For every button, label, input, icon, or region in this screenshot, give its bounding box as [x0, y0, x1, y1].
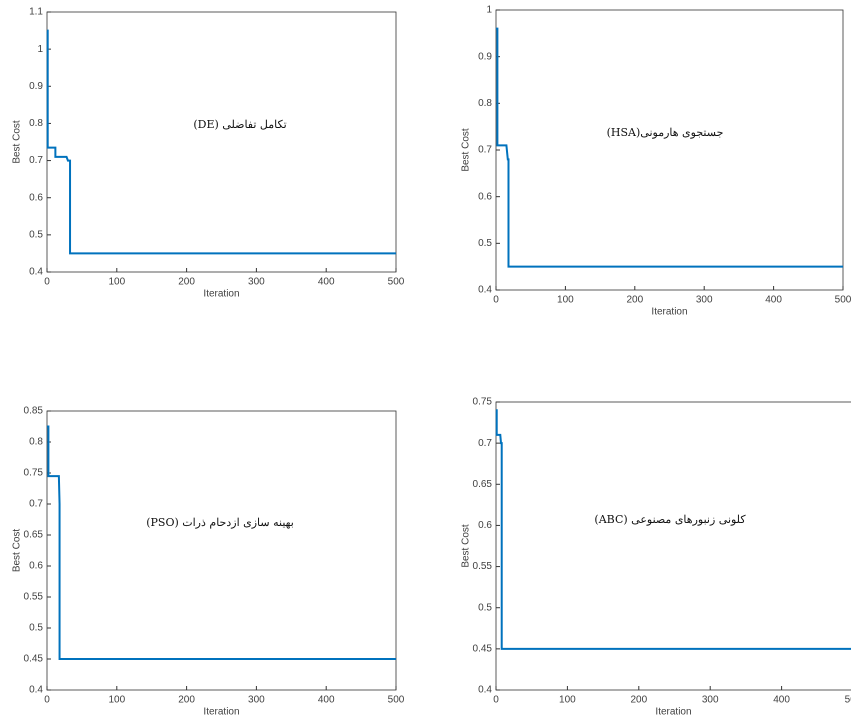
y-axis-label: Best Cost: [12, 120, 23, 164]
x-tick-label: 500: [845, 695, 851, 706]
y-tick-label: 1: [486, 5, 492, 16]
y-tick-label: 0.4: [29, 267, 43, 278]
axes-box: [46, 410, 397, 691]
y-tick-label: 0.7: [29, 499, 43, 510]
annotation: بهینه سازی ازدحام ذرات (PSO): [146, 516, 294, 529]
x-axis-label: Iteration: [203, 289, 239, 300]
x-tick-label: 100: [559, 695, 576, 706]
y-tick-label: 0.5: [29, 229, 43, 240]
y-tick-label: 1: [37, 44, 43, 55]
y-tick-label: 0.6: [29, 192, 43, 203]
y-tick-label: 0.9: [29, 81, 43, 92]
y-tick-label: 0.5: [29, 623, 43, 634]
cost-line: [495, 409, 851, 650]
x-tick-label: 200: [626, 295, 643, 306]
x-tick-label: 500: [388, 277, 405, 288]
y-tick-label: 0.7: [29, 155, 43, 166]
y-axis-label: Best Cost: [461, 128, 472, 172]
y-tick-label: 0.5: [478, 602, 492, 613]
annotation: کلونی زنبورهای مصنوعی (ABC): [594, 513, 746, 526]
x-tick-label: 400: [765, 295, 782, 306]
y-tick-label: 0.5: [478, 238, 492, 249]
y-tick-label: 0.8: [478, 98, 492, 109]
y-tick-label: 0.4: [29, 685, 43, 696]
x-tick-label: 100: [557, 295, 574, 306]
x-tick-label: 200: [630, 695, 647, 706]
y-axis-label: Best Cost: [12, 529, 23, 573]
y-tick-label: 0.7: [478, 438, 492, 449]
x-tick-label: 100: [108, 277, 125, 288]
axes-box: [46, 11, 397, 273]
y-tick-label: 0.65: [24, 530, 44, 541]
y-tick-label: 0.9: [478, 51, 492, 62]
x-tick-label: 300: [248, 695, 265, 706]
y-tick-label: 1.1: [29, 7, 43, 18]
x-tick-label: 300: [696, 295, 713, 306]
x-tick-label: 0: [493, 695, 499, 706]
y-tick-label: 0.65: [473, 479, 493, 490]
x-tick-label: 200: [178, 277, 195, 288]
cost-line: [47, 425, 396, 660]
y-tick-label: 0.6: [478, 191, 492, 202]
y-tick-label: 0.6: [478, 520, 492, 531]
y-tick-label: 0.4: [478, 685, 492, 696]
y-tick-label: 0.6: [29, 561, 43, 572]
x-tick-label: 100: [108, 695, 125, 706]
cost-line: [496, 27, 843, 268]
annotation: تکامل تفاضلی (DE): [193, 118, 286, 131]
x-tick-label: 0: [44, 277, 50, 288]
y-tick-label: 0.75: [24, 468, 44, 479]
x-tick-label: 500: [388, 695, 405, 706]
y-tick-label: 0.8: [29, 118, 43, 129]
x-tick-label: 200: [178, 695, 195, 706]
x-axis-label: Iteration: [655, 707, 691, 718]
y-tick-label: 0.75: [473, 397, 493, 408]
axes-box: [495, 9, 844, 291]
cost-line: [46, 29, 396, 255]
x-tick-label: 400: [773, 695, 790, 706]
x-axis-label: Iteration: [203, 707, 239, 718]
x-tick-label: 400: [318, 277, 335, 288]
y-tick-label: 0.55: [24, 592, 44, 603]
y-tick-label: 0.45: [473, 643, 493, 654]
y-axis-label: Best Cost: [461, 524, 472, 568]
x-axis-label: Iteration: [651, 307, 687, 318]
x-tick-label: 300: [248, 277, 265, 288]
y-tick-label: 0.85: [24, 406, 44, 417]
y-tick-label: 0.55: [473, 561, 493, 572]
y-tick-label: 0.8: [29, 437, 43, 448]
x-tick-label: 0: [44, 695, 50, 706]
annotation: جستجوی هارمونی(HSA): [607, 126, 724, 139]
x-tick-label: 500: [835, 295, 851, 306]
y-tick-label: 0.45: [24, 654, 44, 665]
x-tick-label: 400: [318, 695, 335, 706]
y-tick-label: 0.4: [478, 285, 492, 296]
axes-box: [495, 401, 851, 691]
y-tick-label: 0.7: [478, 145, 492, 156]
x-tick-label: 0: [493, 295, 499, 306]
x-tick-label: 300: [702, 695, 719, 706]
